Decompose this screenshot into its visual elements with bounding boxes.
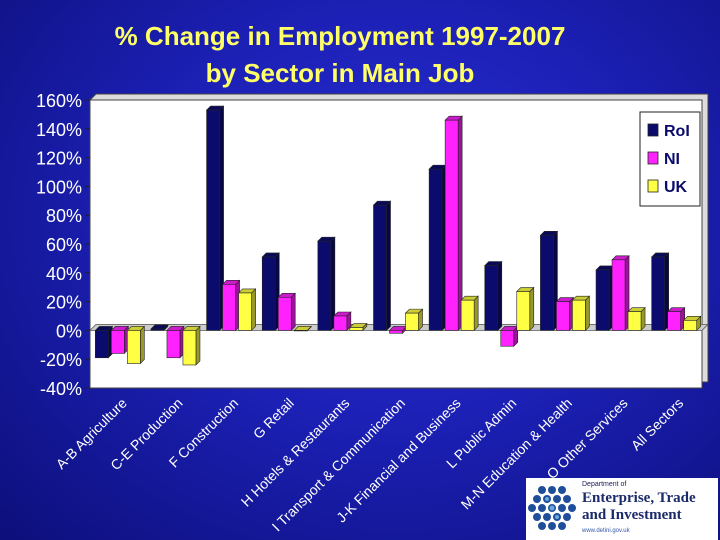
bar-ni-0: [111, 330, 125, 354]
x-category-label: All Sectors: [628, 395, 687, 454]
bar-uk-8: [572, 299, 586, 331]
deti-logo: Department of Enterprise, Trade and Inve…: [526, 478, 718, 540]
bar-ni-2: [222, 284, 236, 331]
bar-roi-0: [95, 330, 109, 359]
legend-label-roi: RoI: [664, 123, 690, 140]
bar-uk-9: [627, 311, 642, 331]
bar-uk-3: [293, 330, 308, 332]
bar-ni-9: [611, 259, 626, 331]
bar-side: [195, 325, 201, 366]
y-tick-label: 20%: [46, 293, 82, 313]
bar-uk-0: [127, 330, 141, 364]
bar-ni-5: [389, 330, 403, 334]
logo-line2: and Investment: [582, 507, 682, 523]
bar-ni-8: [556, 301, 570, 331]
bar-uk-5: [405, 312, 419, 331]
bar-roi-7: [484, 265, 499, 331]
legend-swatch-uk: [647, 179, 659, 193]
bar-uk-4: [349, 327, 364, 331]
bar-roi-2: [206, 109, 220, 331]
bar-ni-3: [277, 296, 292, 331]
x-category-label: H Hotels & Restaurants: [238, 395, 353, 510]
bar-uk-2: [238, 292, 252, 331]
bar-side: [140, 325, 145, 365]
legend-swatch-roi: [647, 123, 659, 137]
bar-ni-10: [667, 311, 681, 331]
logo-emblem-icon: [528, 486, 576, 530]
y-tick-label: 40%: [46, 264, 82, 284]
legend-label-uk: UK: [664, 179, 688, 196]
bar-roi-4: [317, 240, 332, 331]
bar-ni-7: [500, 330, 515, 347]
x-category-label: G Retail: [250, 395, 297, 442]
bar-roi-3: [261, 256, 276, 331]
logo-url: www.detini.gov.uk: [582, 528, 630, 534]
bar-side: [529, 286, 535, 332]
bar-roi-8: [540, 235, 554, 331]
y-tick-label: 120%: [36, 149, 82, 169]
y-tick-label: 0%: [56, 321, 82, 341]
bar-side: [473, 295, 479, 332]
y-tick-label: 100%: [36, 177, 82, 197]
logo-line1: Enterprise, Trade: [582, 490, 696, 506]
chart-title-line1: % Change in Employment 1997-2007: [114, 21, 566, 51]
bar-side: [290, 292, 296, 332]
legend-label-ni: NI: [664, 151, 680, 168]
bar-ni-6: [444, 119, 459, 331]
y-tick-label: 80%: [46, 206, 82, 226]
bar-side: [497, 260, 503, 332]
bar-ni-4: [333, 315, 348, 331]
logo-dept-text: Department of: [582, 481, 627, 488]
y-tick-label: -40%: [40, 379, 82, 399]
bar-side: [386, 200, 391, 332]
chart-title-line2: by Sector in Main Job: [205, 58, 475, 88]
bar-roi-9: [595, 269, 610, 331]
bar-side: [251, 288, 256, 332]
bar-roi-5: [373, 204, 387, 331]
y-tick-label: 160%: [36, 91, 82, 111]
bar-side: [457, 115, 463, 332]
bar-ni-1: [166, 330, 181, 359]
bar-uk-7: [516, 291, 531, 331]
y-tick-label: 60%: [46, 235, 82, 255]
bar-roi-1: [150, 328, 165, 331]
y-tick-label: -20%: [40, 350, 82, 370]
bar-side: [585, 295, 590, 332]
bar-uk-1: [182, 330, 197, 366]
bar-roi-10: [651, 256, 665, 331]
bar-uk-10: [683, 320, 697, 331]
bar-uk-6: [460, 299, 475, 331]
y-tick-label: 140%: [36, 120, 82, 140]
legend-swatch-ni: [647, 151, 659, 165]
bar-roi-6: [428, 168, 443, 331]
